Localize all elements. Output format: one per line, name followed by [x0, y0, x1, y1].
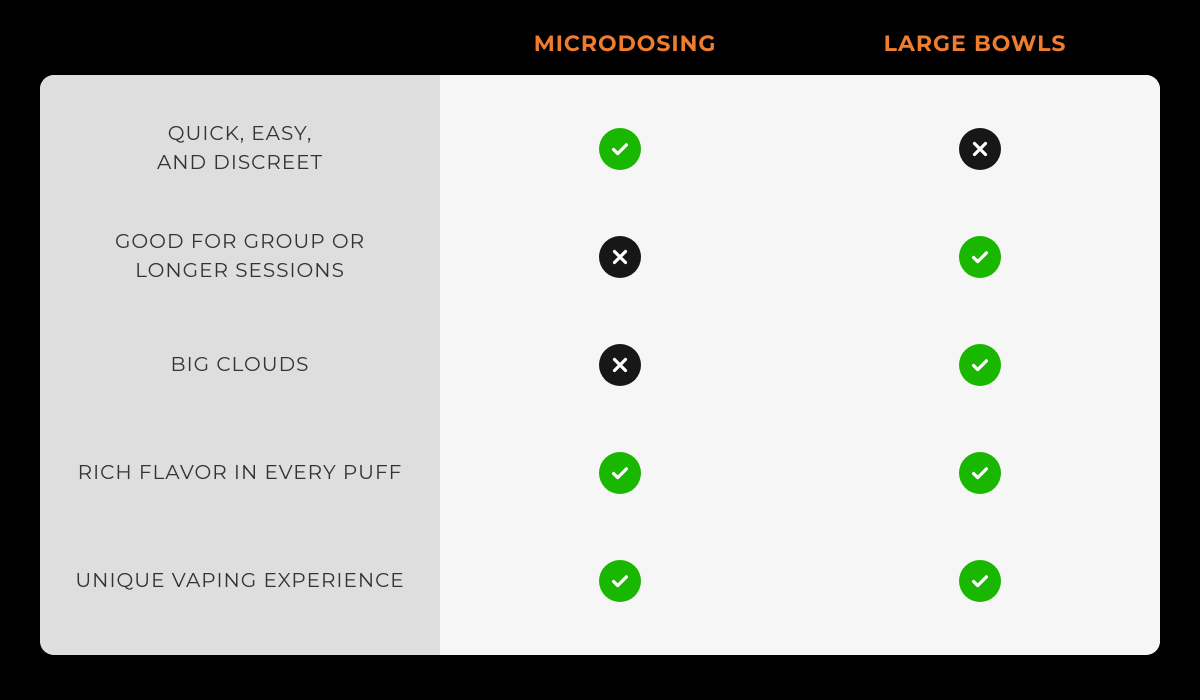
check-icon	[959, 344, 1001, 386]
feature-label: GOOD FOR GROUP ORLONGER SESSIONS	[115, 228, 365, 286]
table-cell	[440, 419, 800, 527]
check-icon	[959, 560, 1001, 602]
table-cell	[800, 95, 1160, 203]
table-cell	[800, 419, 1160, 527]
feature-label-line: QUICK, EASY,AND DISCREET	[157, 122, 323, 175]
check-icon	[599, 560, 641, 602]
table-cell	[800, 203, 1160, 311]
check-icon	[599, 128, 641, 170]
cross-icon	[959, 128, 1001, 170]
feature-label-column: QUICK, EASY,AND DISCREET GOOD FOR GROUP …	[40, 75, 440, 655]
table-cell	[440, 311, 800, 419]
feature-label: QUICK, EASY,AND DISCREET	[157, 120, 323, 178]
feature-label-line: BIG CLOUDS	[171, 353, 310, 377]
feature-label-line: UNIQUE VAPING EXPERIENCE	[75, 569, 404, 593]
comparison-table: QUICK, EASY,AND DISCREET GOOD FOR GROUP …	[40, 75, 1160, 655]
table-cell	[440, 527, 800, 635]
column-header-microdosing: MICRODOSING	[450, 30, 800, 57]
feature-label-line: RICH FLAVOR IN EVERY PUFF	[78, 461, 403, 485]
check-icon	[959, 236, 1001, 278]
feature-label-line: GOOD FOR GROUP ORLONGER SESSIONS	[115, 230, 365, 283]
table-row-label: BIG CLOUDS	[40, 311, 440, 419]
table-cell	[800, 311, 1160, 419]
feature-label: UNIQUE VAPING EXPERIENCE	[75, 567, 404, 596]
table-cell	[800, 527, 1160, 635]
large-bowls-column	[800, 75, 1160, 655]
check-icon	[599, 452, 641, 494]
cross-icon	[599, 236, 641, 278]
table-row-label: QUICK, EASY,AND DISCREET	[40, 95, 440, 203]
table-row-label: UNIQUE VAPING EXPERIENCE	[40, 527, 440, 635]
table-header-row: MICRODOSING LARGE BOWLS	[40, 30, 1160, 57]
feature-label: RICH FLAVOR IN EVERY PUFF	[78, 459, 403, 488]
table-cell	[440, 203, 800, 311]
table-row-label: GOOD FOR GROUP ORLONGER SESSIONS	[40, 203, 440, 311]
column-header-large-bowls: LARGE BOWLS	[800, 30, 1150, 57]
microdosing-column	[440, 75, 800, 655]
cross-icon	[599, 344, 641, 386]
feature-label: BIG CLOUDS	[171, 351, 310, 380]
table-row-label: RICH FLAVOR IN EVERY PUFF	[40, 419, 440, 527]
check-icon	[959, 452, 1001, 494]
table-cell	[440, 95, 800, 203]
